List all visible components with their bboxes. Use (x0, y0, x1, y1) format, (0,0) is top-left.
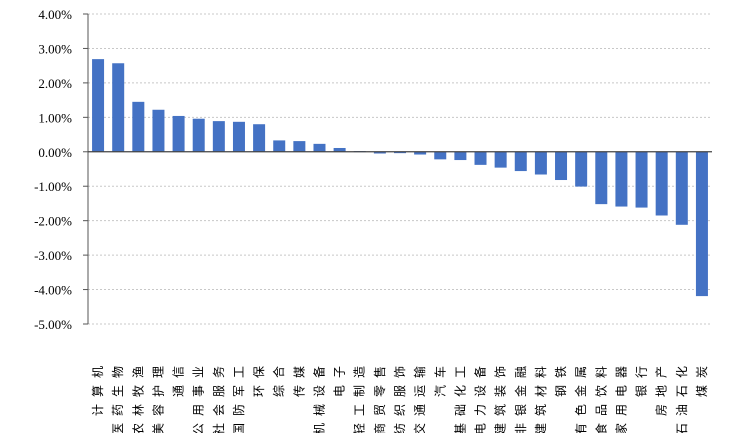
category-label: 基础化工 (453, 359, 467, 433)
bar (575, 151, 588, 187)
axes (83, 13, 712, 325)
bar (333, 147, 346, 152)
bar (172, 115, 185, 152)
bar (695, 151, 708, 297)
bar (434, 151, 447, 160)
category-label: 机械设备 (311, 359, 326, 433)
category-label: 计算机 (90, 359, 105, 416)
category-label: 通信 (172, 359, 186, 397)
bar (112, 63, 125, 152)
y-tick-labels: 4.00% 3.00% 2.00% 1.00% 0.00% -1.00% -2.00% -3.… (34, 7, 72, 332)
bar (192, 118, 205, 152)
bar (394, 151, 406, 154)
bar (555, 151, 568, 181)
bars (92, 59, 708, 297)
y-tick-label: 3.00% (38, 41, 72, 56)
bar (635, 151, 648, 208)
bar (313, 143, 326, 152)
y-tick-label: -5.00% (34, 317, 72, 332)
y-tick-label: -4.00% (34, 283, 72, 298)
bar (454, 151, 467, 161)
category-label: 美容护理 (150, 359, 165, 433)
bar (514, 151, 527, 172)
category-label: 公用事业 (192, 359, 206, 433)
gridlines (88, 13, 712, 325)
category-label: 商贸零售 (372, 359, 387, 433)
category-label: 房地产 (654, 359, 669, 416)
category-label: 银行 (635, 359, 649, 397)
bar (595, 151, 608, 205)
category-label: 汽车 (432, 359, 447, 397)
category-label: 纺织服饰 (393, 359, 407, 433)
category-label: 食品饮料 (593, 359, 608, 433)
bar (534, 151, 547, 175)
bar (474, 151, 487, 165)
category-label: 农林牧渔 (131, 359, 145, 433)
bar (373, 151, 386, 154)
category-label: 传媒 (291, 359, 306, 397)
y-tick-label: 2.00% (38, 76, 72, 91)
category-label: 家用电器 (613, 359, 628, 433)
y-tick-label: 1.00% (38, 110, 72, 125)
bar (152, 109, 165, 152)
bar (273, 140, 286, 152)
category-label: 国防军工 (231, 359, 246, 433)
category-label: 煤炭 (695, 359, 709, 397)
x-category-labels: 计算机 医药生物 农林牧渔 美容护理 通信 公用事业 社会服务 国防军工 环保 综合 传媒 机械设备电… (90, 359, 709, 433)
bar (132, 101, 145, 152)
category-label: 钢铁 (554, 359, 568, 397)
y-tick-label: -2.00% (34, 214, 72, 229)
category-label: 非银金融 (513, 359, 528, 433)
category-label: 石油石化 (675, 359, 689, 433)
y-tick-label: -1.00% (34, 179, 72, 194)
category-label: 交通运输 (412, 359, 427, 433)
category-label: 电子 (333, 359, 347, 397)
category-label: 医药生物 (111, 359, 125, 433)
y-tick-label: 0.00% (38, 145, 72, 160)
category-label: 社会服务 (211, 359, 226, 433)
bar (414, 151, 427, 155)
category-label: 环保 (252, 359, 266, 397)
category-label: 轻工制造 (353, 359, 367, 433)
category-label: 电力设备 (474, 359, 488, 433)
bar (293, 141, 306, 152)
bar (253, 124, 266, 152)
bar (615, 151, 628, 207)
bar (232, 121, 245, 152)
bar (494, 151, 507, 168)
bar (655, 151, 668, 216)
category-label: 建筑材料 (533, 359, 548, 433)
category-label: 建筑装饰 (493, 359, 508, 433)
category-label: 综合 (271, 359, 286, 397)
y-tick-label: 4.00% (38, 7, 72, 22)
bar (212, 121, 225, 152)
bar (675, 151, 688, 225)
bar (92, 59, 105, 152)
category-label: 有色金属 (573, 359, 588, 433)
y-tick-label: -3.00% (34, 248, 72, 263)
